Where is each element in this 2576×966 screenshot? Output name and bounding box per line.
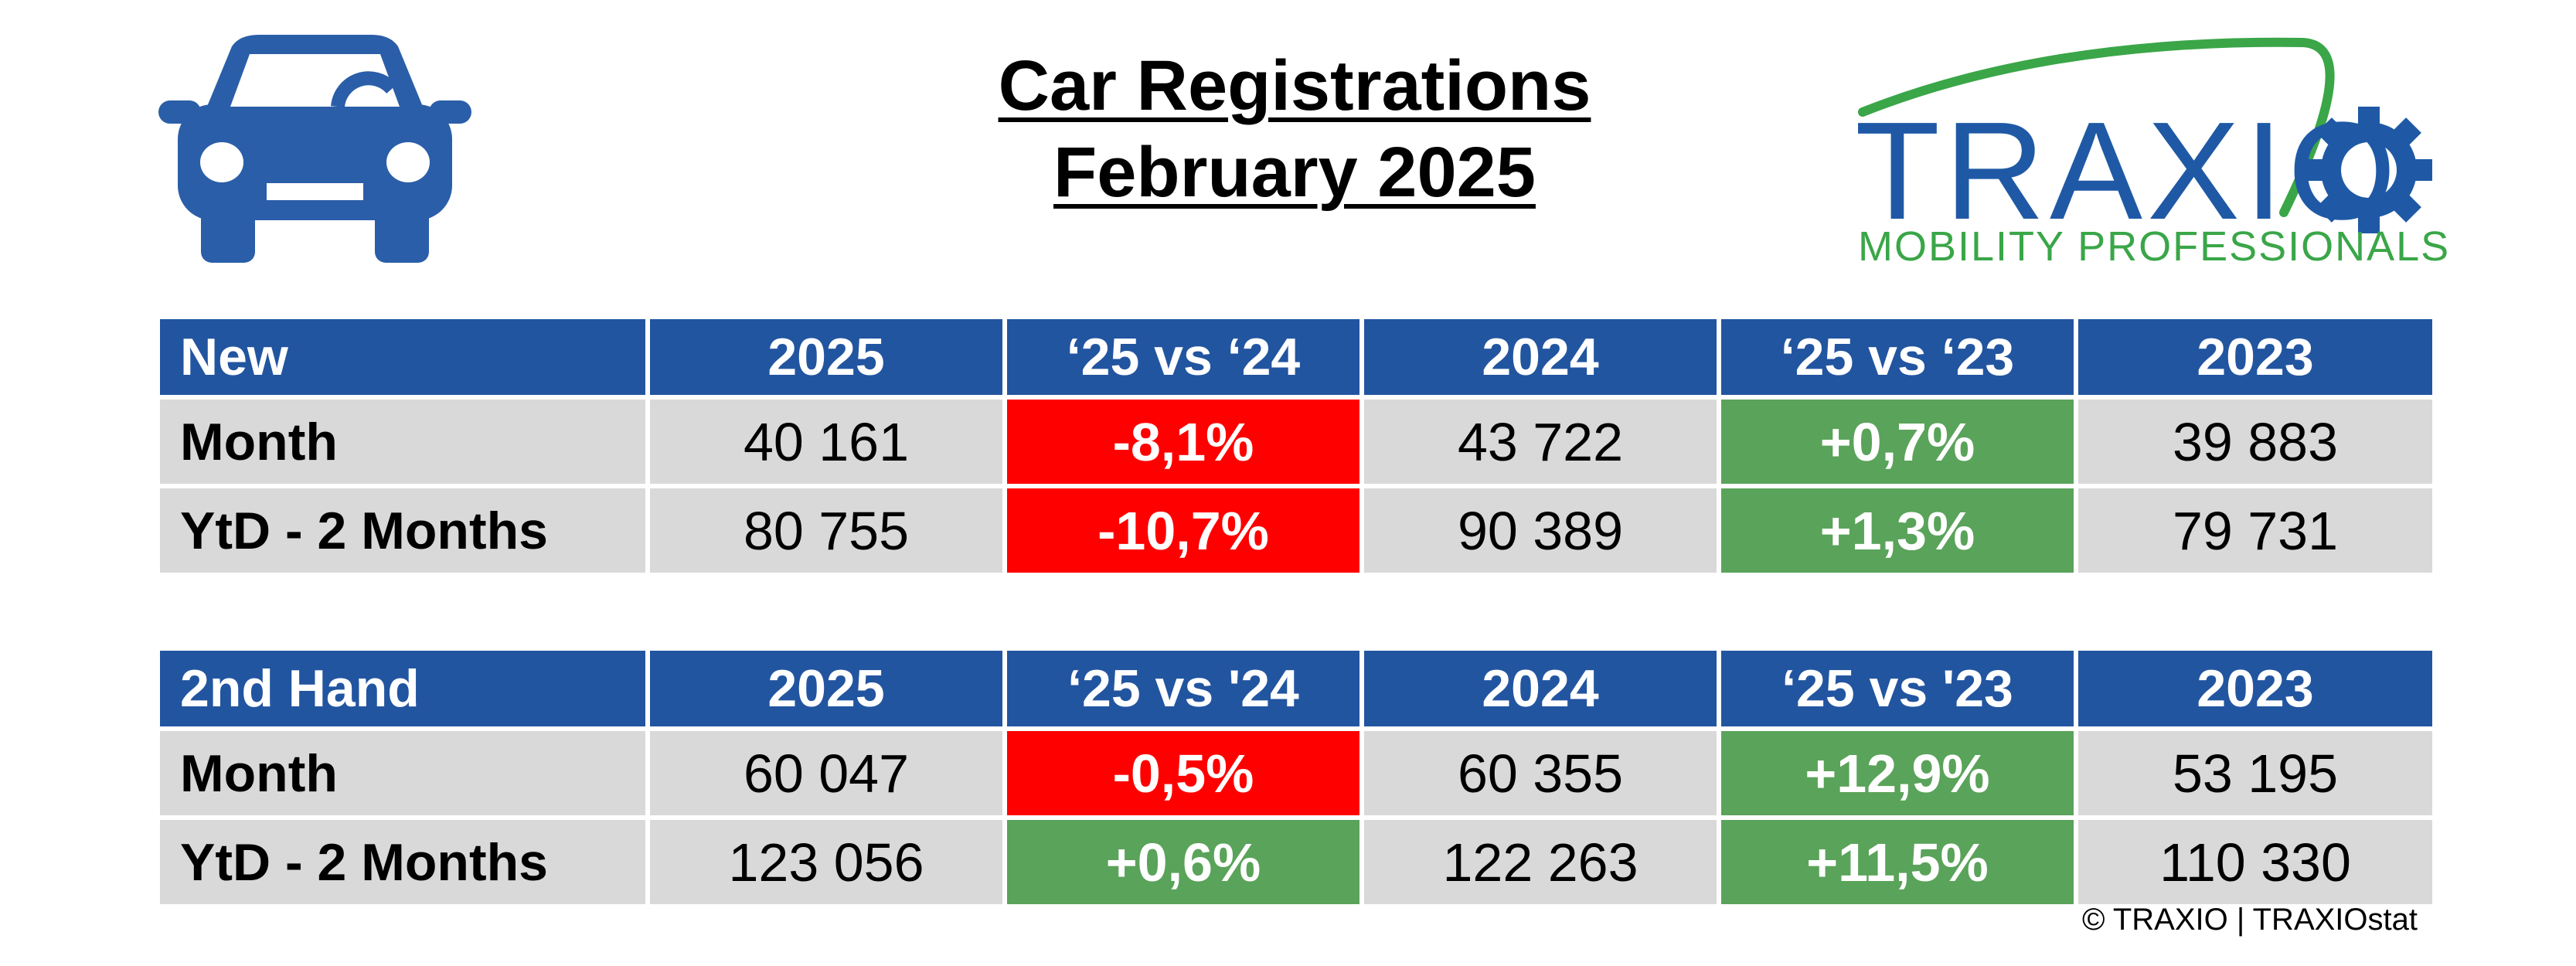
value-2024: 90 389 bbox=[1364, 488, 1717, 573]
value-2023: 110 330 bbox=[2078, 820, 2432, 904]
change-vs-2024: -8,1% bbox=[1007, 400, 1359, 484]
header-cell: 2023 bbox=[2078, 651, 2432, 726]
change-vs-2024: -0,5% bbox=[1007, 731, 1359, 815]
gear-icon bbox=[2305, 107, 2432, 233]
row-label: YtD - 2 Months bbox=[160, 488, 645, 573]
change-vs-2023: +11,5% bbox=[1721, 820, 2074, 904]
change-vs-2023: +1,3% bbox=[1721, 488, 2074, 573]
value-2024: 122 263 bbox=[1364, 820, 1717, 904]
change-vs-2024: -10,7% bbox=[1007, 488, 1359, 573]
table-row: Month 60 047 -0,5% 60 355 +12,9% 53 195 bbox=[160, 731, 2432, 815]
logo-tagline: MOBILITY PROFESSIONALS bbox=[1858, 223, 2451, 270]
row-label: Month bbox=[160, 400, 645, 484]
header-cell: 2025 bbox=[650, 319, 1002, 395]
page-title: Car Registrations February 2025 bbox=[966, 43, 1623, 216]
header-cell: ‘25 vs '24 bbox=[1007, 651, 1359, 726]
logo-swoosh-icon bbox=[1858, 37, 2432, 233]
value-2025: 60 047 bbox=[650, 731, 1002, 815]
traxio-logo: TRAXIO MOBILITY PROFESSIONALS bbox=[1855, 23, 2448, 270]
table-row: YtD - 2 Months 80 755 -10,7% 90 389 +1,3… bbox=[160, 488, 2432, 573]
header-cell: 2024 bbox=[1364, 319, 1717, 395]
change-vs-2024: +0,6% bbox=[1007, 820, 1359, 904]
title-line-2: February 2025 bbox=[1053, 133, 1536, 212]
second-hand-cars-table: 2nd Hand 2025 ‘25 vs '24 2024 ‘25 vs '23… bbox=[160, 651, 2432, 909]
value-2025: 40 161 bbox=[650, 400, 1002, 484]
logo-wordmark: TRAXIO bbox=[1855, 94, 2401, 249]
change-vs-2023: +12,9% bbox=[1721, 731, 2074, 815]
header-cell: 2025 bbox=[650, 651, 1002, 726]
header-cell: 2nd Hand bbox=[160, 651, 645, 726]
header-cell: 2023 bbox=[2078, 319, 2432, 395]
value-2024: 60 355 bbox=[1364, 731, 1717, 815]
header-cell: New bbox=[160, 319, 645, 395]
row-label: Month bbox=[160, 731, 645, 815]
table-header-row: New 2025 ‘25 vs ‘24 2024 ‘25 vs ‘23 2023 bbox=[160, 319, 2432, 395]
value-2025: 80 755 bbox=[650, 488, 1002, 573]
car-icon bbox=[158, 35, 471, 263]
table-row: YtD - 2 Months 123 056 +0,6% 122 263 +11… bbox=[160, 820, 2432, 904]
value-2023: 39 883 bbox=[2078, 400, 2432, 484]
title-line-1: Car Registrations bbox=[998, 46, 1591, 125]
header-cell: ‘25 vs ‘24 bbox=[1007, 319, 1359, 395]
new-cars-table: New 2025 ‘25 vs ‘24 2024 ‘25 vs ‘23 2023… bbox=[160, 319, 2432, 577]
copyright-notice: © TRAXIO | TRAXIOstat bbox=[2081, 903, 2418, 937]
table-header-row: 2nd Hand 2025 ‘25 vs '24 2024 ‘25 vs '23… bbox=[160, 651, 2432, 726]
value-2024: 43 722 bbox=[1364, 400, 1717, 484]
value-2023: 53 195 bbox=[2078, 731, 2432, 815]
value-2025: 123 056 bbox=[650, 820, 1002, 904]
value-2023: 79 731 bbox=[2078, 488, 2432, 573]
header-cell: 2024 bbox=[1364, 651, 1717, 726]
header-cell: ‘25 vs ‘23 bbox=[1721, 319, 2074, 395]
header-cell: ‘25 vs '23 bbox=[1721, 651, 2074, 726]
table-row: Month 40 161 -8,1% 43 722 +0,7% 39 883 bbox=[160, 400, 2432, 484]
row-label: YtD - 2 Months bbox=[160, 820, 645, 904]
change-vs-2023: +0,7% bbox=[1721, 400, 2074, 484]
